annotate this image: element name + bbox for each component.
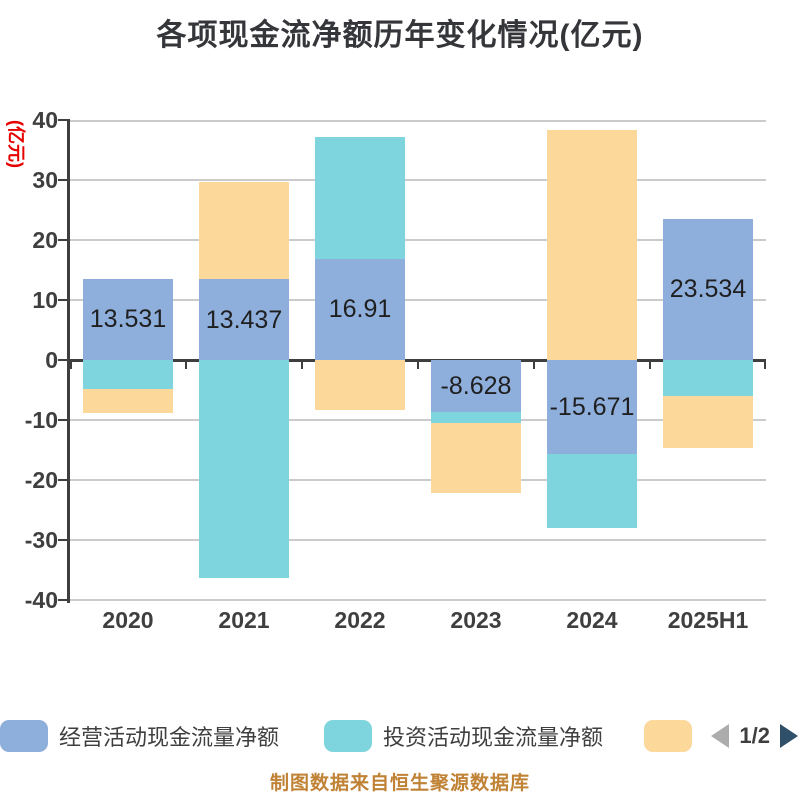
y-axis-tick: [58, 359, 68, 361]
bar-segment-2024-s0[interactable]: [547, 360, 637, 455]
gridline: [70, 179, 766, 181]
x-axis-category-label: 2020: [102, 607, 154, 633]
x-axis-tick: [185, 360, 187, 369]
legend-swatch-teal: [324, 720, 372, 752]
x-axis-tick: [533, 360, 535, 369]
bar-value-label: 13.437: [205, 305, 283, 334]
pager-next-icon[interactable]: [780, 724, 798, 748]
y-axis-tick: [58, 179, 68, 181]
legend-pager: 1/2: [711, 719, 798, 753]
legend-swatch-orange: [644, 720, 692, 752]
bar-segment-2024-s1[interactable]: [547, 454, 637, 528]
gridline: [70, 539, 766, 541]
gridline: [70, 599, 766, 601]
gridline: [70, 419, 766, 421]
legend-item-third-series[interactable]: [644, 719, 703, 753]
gridline: [70, 299, 766, 301]
bar-segment-2024-s2[interactable]: [547, 130, 637, 360]
bar-value-label: 23.534: [669, 275, 747, 304]
bar-segment-2022-s0[interactable]: [315, 258, 405, 360]
bar-segment-2023-s0[interactable]: [431, 360, 521, 412]
x-axis-category-label: 2022: [334, 607, 386, 633]
x-axis-tick: [70, 360, 72, 369]
bar-segment-2023-s1[interactable]: [431, 411, 521, 424]
x-axis-tick: [301, 360, 303, 369]
legend-item-investing-cash-flow[interactable]: 投资活动现金流量净额: [324, 719, 603, 753]
y-axis-tick: [58, 239, 68, 241]
y-axis-tick-label: 30: [32, 167, 58, 193]
plot-area: 13.531 13.437 16.91 -8.628 -15.671 23.534: [58, 119, 766, 603]
y-axis-tick-label: 40: [32, 107, 58, 133]
y-axis-tick: [58, 299, 68, 301]
bar-segment-2022-s1[interactable]: [315, 136, 405, 259]
chart-title: 各项现金流净额历年变化情况(亿元): [156, 19, 644, 52]
pager-prev-icon[interactable]: [711, 724, 730, 748]
y-axis-tick-label: 10: [32, 287, 58, 313]
pager-page-indicator: 1/2: [739, 723, 770, 748]
y-axis-tick-label: -40: [24, 587, 58, 613]
x-axis-category-label: 2025H1: [667, 607, 749, 633]
y-axis-tick-label: -10: [24, 407, 58, 433]
x-axis-category-label: 2023: [450, 607, 502, 633]
bar-value-label: -8.628: [440, 371, 512, 400]
bar-segment-2025H1-s0[interactable]: [663, 218, 753, 360]
bar-segment-2021-s1[interactable]: [199, 360, 289, 578]
legend-label: 投资活动现金流量净额: [383, 725, 604, 750]
y-axis-tick: [58, 119, 68, 121]
x-axis-tick: [764, 360, 766, 369]
bar-segment-2020-s1[interactable]: [83, 360, 173, 389]
x-axis-tick: [417, 360, 419, 369]
gridline: [70, 479, 766, 481]
y-axis-tick: [58, 419, 68, 421]
y-axis-tick-label: 0: [45, 347, 58, 373]
legend-item-operating-cash-flow[interactable]: 经营活动现金流量净额: [0, 719, 279, 753]
y-axis-tick: [58, 479, 68, 481]
legend-label: 经营活动现金流量净额: [59, 725, 280, 750]
y-axis-tick-label: -20: [24, 467, 58, 493]
bar-value-label: 16.91: [328, 295, 392, 324]
legend: 经营活动现金流量净额 投资活动现金流量净额 1/2: [0, 719, 800, 753]
bar-segment-2020-s0[interactable]: [83, 278, 173, 360]
bar-segment-2020-s2[interactable]: [83, 388, 173, 413]
bar-segment-2023-s2[interactable]: [431, 423, 521, 494]
bar-value-label: -15.671: [549, 393, 635, 421]
x-axis-category-label: 2021: [218, 607, 270, 633]
y-axis-tick: [58, 599, 68, 601]
y-axis-line: [67, 119, 70, 603]
bar-segment-2025H1-s1[interactable]: [663, 360, 753, 396]
bar-segment-2021-s0[interactable]: [199, 279, 289, 360]
y-axis-tick-label: -30: [24, 527, 58, 553]
y-axis-tick-label: 20: [32, 227, 58, 253]
data-source-note: 制图数据来自恒生聚源数据库: [269, 773, 530, 794]
bar-segment-2021-s2[interactable]: [199, 181, 289, 280]
x-axis-category-label: 2024: [566, 607, 618, 633]
legend-swatch-blue: [0, 720, 48, 752]
y-axis-tick: [58, 539, 68, 541]
gridline: [70, 239, 766, 241]
bar-segment-2025H1-s2[interactable]: [663, 396, 753, 449]
gridline: [70, 120, 766, 122]
bar-value-label: 13.531: [89, 305, 167, 334]
bar-segment-2022-s2[interactable]: [315, 360, 405, 411]
x-axis-tick: [649, 360, 651, 369]
